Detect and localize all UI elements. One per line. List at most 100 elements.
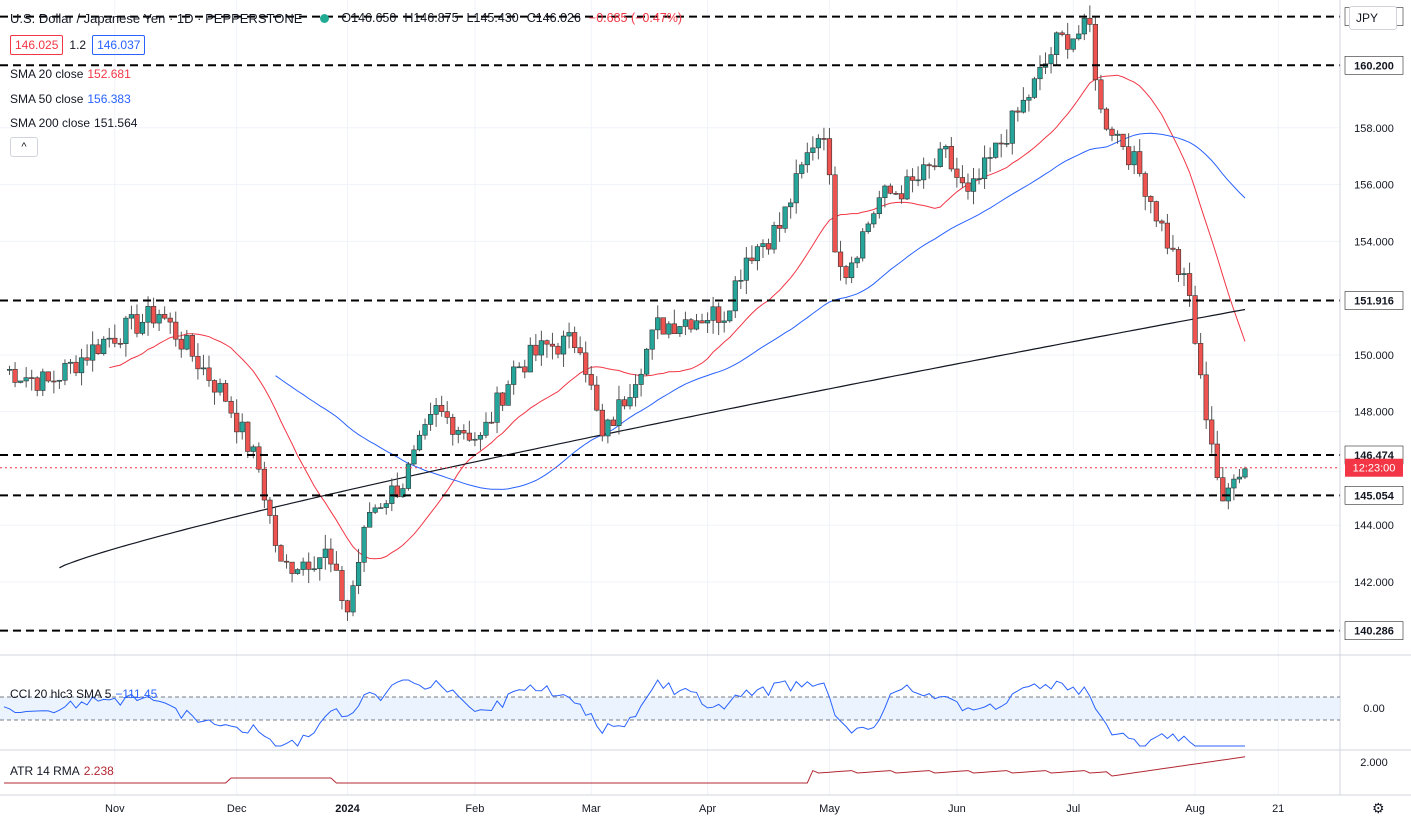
candle-216 xyxy=(1198,343,1204,376)
sma50-value: 156.383 xyxy=(87,92,131,106)
candle-196 xyxy=(1087,17,1093,25)
candle-6 xyxy=(34,377,40,391)
ask-button[interactable]: 146.037 xyxy=(92,35,146,55)
candle-89 xyxy=(494,392,500,423)
candle-57 xyxy=(317,557,323,570)
candle-39 xyxy=(217,383,223,393)
candle-113 xyxy=(627,397,633,407)
candle-215 xyxy=(1192,295,1198,344)
candle-101 xyxy=(560,335,567,355)
candle-180 xyxy=(998,142,1004,145)
candle-184 xyxy=(1020,99,1026,113)
legend-sma20[interactable]: SMA 20 close 152.681 xyxy=(10,67,135,81)
time-tick-label: May xyxy=(819,803,840,815)
candle-17 xyxy=(95,344,101,354)
candle-59 xyxy=(328,548,334,565)
candle-189 xyxy=(1048,54,1054,65)
candle-210 xyxy=(1164,222,1170,249)
candle-68 xyxy=(378,507,384,509)
candle-191 xyxy=(1059,32,1065,35)
candle-102 xyxy=(566,332,572,337)
candle-8 xyxy=(45,371,51,382)
settings-icon[interactable]: ⚙ xyxy=(1372,800,1385,816)
candle-170 xyxy=(943,145,949,150)
candle-186 xyxy=(1031,78,1038,98)
candle-220 xyxy=(1220,477,1226,502)
candle-144 xyxy=(799,164,805,174)
candle-97 xyxy=(538,340,544,356)
sma20-label: SMA 20 close xyxy=(10,67,84,81)
candle-181 xyxy=(1004,143,1010,145)
candle-136 xyxy=(754,246,761,262)
sma50-label: SMA 50 close xyxy=(10,92,84,106)
candle-187 xyxy=(1037,67,1043,80)
cci-tick: 0.00 xyxy=(1363,703,1384,715)
candle-21 xyxy=(117,342,123,345)
symbol-title[interactable]: U.S. Dollar / Japanese Yen · 1D · PEPPER… xyxy=(10,10,303,26)
candle-61 xyxy=(339,570,345,601)
level-label: 160.200 xyxy=(1354,60,1394,72)
candle-92 xyxy=(511,366,517,385)
candle-103 xyxy=(572,332,578,348)
candle-145 xyxy=(804,152,810,166)
candle-31 xyxy=(173,321,179,340)
candle-135 xyxy=(749,257,755,262)
candle-49 xyxy=(272,515,279,546)
candle-120 xyxy=(666,323,672,335)
candle-146 xyxy=(810,147,816,153)
candle-158 xyxy=(876,197,882,215)
bid-button[interactable]: 146.025 xyxy=(10,35,64,55)
candle-219 xyxy=(1214,443,1220,478)
sma50-line xyxy=(275,132,1246,490)
candle-173 xyxy=(959,177,966,184)
price-tick-label: 158.000 xyxy=(1354,123,1394,135)
candle-168 xyxy=(932,165,938,168)
candle-12 xyxy=(67,361,74,364)
time-tick-label: 2024 xyxy=(335,803,360,815)
candle-156 xyxy=(865,223,871,232)
candle-81 xyxy=(450,417,456,435)
candle-87 xyxy=(483,421,489,436)
candle-112 xyxy=(621,399,628,407)
candle-99 xyxy=(549,343,556,347)
candle-111 xyxy=(616,399,622,426)
legend-atr[interactable]: ATR 14 RMA 2.238 xyxy=(10,764,118,778)
candle-224 xyxy=(1242,468,1248,478)
candle-195 xyxy=(1081,17,1087,35)
candle-13 xyxy=(73,361,79,374)
candle-7 xyxy=(40,371,46,391)
candle-124 xyxy=(688,319,694,330)
collapse-legend-button[interactable]: ^ xyxy=(10,137,38,157)
close-value: C146.026 xyxy=(526,11,581,25)
candle-211 xyxy=(1170,247,1176,250)
cci-band xyxy=(0,697,1340,720)
candle-119 xyxy=(660,317,666,335)
legend-sma50[interactable]: SMA 50 close 156.383 xyxy=(10,92,135,106)
change-value: −0.685 (−0.47%) xyxy=(588,11,683,25)
candle-165 xyxy=(915,179,921,182)
candle-125 xyxy=(693,320,700,330)
candle-1 xyxy=(6,369,13,371)
candle-218 xyxy=(1209,419,1215,445)
candle-44 xyxy=(245,421,251,452)
candle-130 xyxy=(721,320,727,323)
currency-selector[interactable]: JPY xyxy=(1349,6,1397,30)
candle-100 xyxy=(555,345,561,355)
candle-3 xyxy=(18,380,24,383)
candle-143 xyxy=(793,173,799,204)
candle-183 xyxy=(1015,110,1021,113)
time-tick-label: Feb xyxy=(465,803,484,815)
candle-205 xyxy=(1137,151,1143,174)
open-value: O146.650 xyxy=(341,11,397,25)
candle-60 xyxy=(333,563,340,571)
level-label-bg xyxy=(1344,621,1404,640)
legend-sma200[interactable]: SMA 200 close 151.564 xyxy=(10,116,141,130)
candle-93 xyxy=(516,366,522,369)
legend-cci[interactable]: CCI 20 hlc3 SMA 5 −111.45 xyxy=(10,687,161,701)
candle-19 xyxy=(106,337,112,340)
candle-55 xyxy=(306,561,312,570)
candle-192 xyxy=(1065,34,1071,50)
candle-37 xyxy=(206,367,212,381)
spread-value: 1.2 xyxy=(69,38,87,52)
